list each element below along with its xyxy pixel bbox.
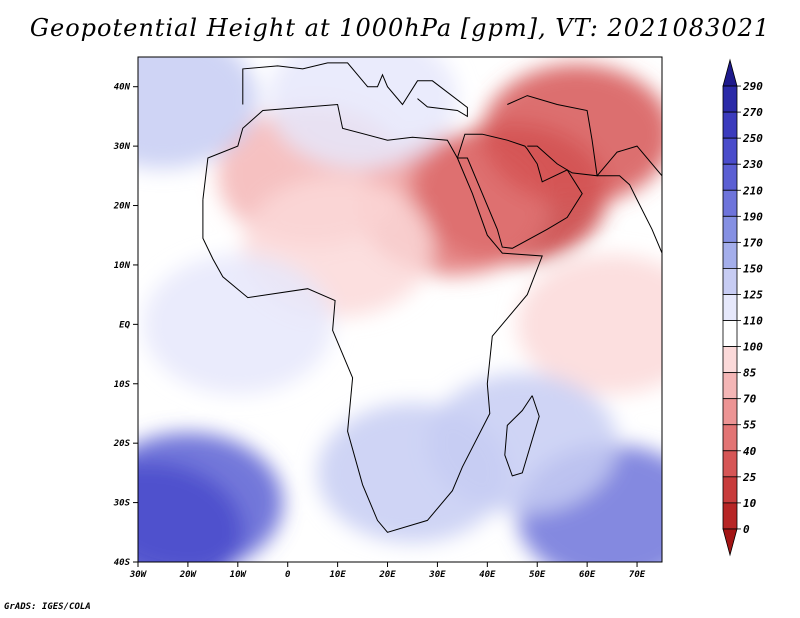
y-tick-label: 10S xyxy=(114,380,131,390)
coastline-outline-3 xyxy=(596,145,662,254)
colorbar-swatch xyxy=(722,189,738,217)
map-area xyxy=(138,57,662,562)
colorbar-swatch xyxy=(722,502,738,530)
x-tick-label: 20E xyxy=(378,570,396,580)
colorbar-label: 170 xyxy=(743,236,763,249)
x-tick-label: 10W xyxy=(230,570,248,580)
x-tick-label: 50E xyxy=(529,570,546,580)
colorbar-label: 55 xyxy=(743,419,757,432)
y-tick-label: 30N xyxy=(113,142,131,152)
colorbar-label: 10 xyxy=(743,497,757,510)
colorbar-label: 150 xyxy=(743,262,763,275)
y-tick-label: EQ xyxy=(119,320,130,330)
x-tick-label: 30W xyxy=(129,570,148,580)
colorbar-swatch xyxy=(722,424,738,452)
coastline-outline-5 xyxy=(242,62,468,118)
y-tick-label: 20N xyxy=(113,202,131,212)
map-frame xyxy=(137,56,663,563)
colorbar-swatch xyxy=(722,450,738,478)
x-tick-label: 40E xyxy=(479,570,496,580)
colorbar-label: 270 xyxy=(742,106,763,119)
colorbar-label: 210 xyxy=(742,184,763,197)
y-tick-label: 30S xyxy=(113,499,131,509)
colorbar: 2902702502302101901701501251101008570554… xyxy=(722,58,763,557)
y-tick-label: 10N xyxy=(114,261,131,271)
colorbar-swatch xyxy=(722,320,738,347)
x-tick-label: 20W xyxy=(179,570,198,580)
coastline-outline-4 xyxy=(507,95,598,177)
colorbar-swatch xyxy=(722,398,738,426)
y-axis: 40N 30N 20N 10N EQ 10S 20S 30S 40S xyxy=(113,83,138,568)
y-tick-label: 40S xyxy=(114,558,131,568)
colorbar-swatch xyxy=(722,294,738,321)
grads-credit: GrADS: IGES/COLA xyxy=(4,602,91,612)
colorbar-label: 290 xyxy=(742,80,763,93)
x-tick-label: 30E xyxy=(428,570,446,580)
colorbar-label: 40 xyxy=(743,445,757,458)
field-blob-11 xyxy=(427,373,618,514)
x-axis: 30W 20W 10W 0 10E 20E 30E 40E 50E 60E 70E xyxy=(129,562,646,580)
colorbar-swatch xyxy=(722,346,738,374)
colorbar-swatch xyxy=(722,268,738,295)
y-tick-label: 20S xyxy=(113,439,131,449)
field-layer xyxy=(138,57,662,562)
x-tick-label: 70E xyxy=(629,570,646,580)
colorbar-label: 110 xyxy=(743,315,763,328)
colorbar-label: 250 xyxy=(742,132,763,145)
colorbar-label: 100 xyxy=(743,341,763,354)
colorbar-swatch xyxy=(722,85,738,113)
field-blob-9 xyxy=(138,462,243,562)
colorbar-extend-bottom xyxy=(722,528,738,557)
x-tick-label: 60E xyxy=(579,570,596,580)
colorbar-label: 230 xyxy=(742,158,763,171)
field-blob-12 xyxy=(267,57,458,169)
colorbar-swatch xyxy=(722,111,738,139)
colorbar-extend-top xyxy=(722,58,738,87)
x-tick-label: 0 xyxy=(285,570,291,580)
colorbar-swatch xyxy=(722,163,738,191)
y-tick-label: 40N xyxy=(114,83,131,93)
field-blob-6 xyxy=(517,254,662,395)
chart-title: Geopotential Height at 1000hPa [gpm], VT… xyxy=(29,14,771,42)
colorbar-swatch xyxy=(722,372,738,400)
colorbar-label: 125 xyxy=(743,288,763,301)
colorbar-label: 0 xyxy=(743,523,750,536)
colorbar-label: 190 xyxy=(743,210,763,223)
colorbar-swatch xyxy=(722,215,738,243)
field-blob-13 xyxy=(138,57,258,169)
coastline-outline-0 xyxy=(202,103,543,533)
colorbar-swatch xyxy=(722,476,738,504)
field-blob-5 xyxy=(142,254,333,395)
colorbar-swatch xyxy=(722,241,738,269)
coastline-outline-2 xyxy=(504,395,540,477)
coastline-layer xyxy=(202,62,662,533)
coastline-outline-1 xyxy=(456,133,583,249)
colorbar-swatch xyxy=(722,137,738,165)
colorbar-label: 25 xyxy=(742,471,757,484)
colorbar-label: 85 xyxy=(743,367,757,380)
x-tick-label: 10E xyxy=(329,570,346,580)
colorbar-label: 70 xyxy=(743,393,757,406)
field-blob-2 xyxy=(482,64,662,205)
